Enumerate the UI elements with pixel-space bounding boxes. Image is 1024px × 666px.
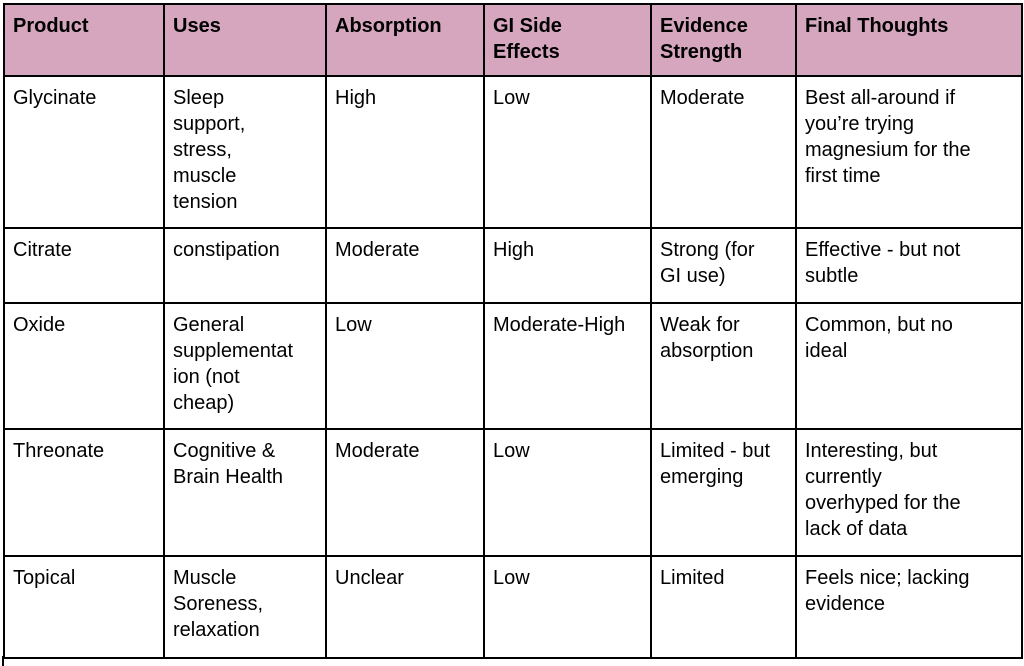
cell-absorption[interactable]: Unclear bbox=[325, 555, 485, 659]
cell-evidence-strength[interactable]: Weak for absorption bbox=[650, 302, 797, 430]
column-header-final-thoughts[interactable]: Final Thoughts bbox=[795, 3, 1023, 77]
cell-gi-side-effects[interactable]: Moderate-High bbox=[483, 302, 652, 430]
table-row-oxide: Oxide General supplementat ion (not chea… bbox=[3, 302, 1023, 430]
header-row: Product Uses Absorption GI Side Effects … bbox=[3, 3, 1023, 77]
cell-gi-side-effects[interactable]: Low bbox=[483, 75, 652, 229]
column-header-absorption[interactable]: Absorption bbox=[325, 3, 485, 77]
cell-evidence-strength[interactable]: Limited bbox=[650, 555, 797, 659]
table-row-citrate: Citrate constipation Moderate High Stron… bbox=[3, 227, 1023, 304]
column-header-product[interactable]: Product bbox=[3, 3, 165, 77]
cell-absorption[interactable]: High bbox=[325, 75, 485, 229]
cell-product[interactable]: Oxide bbox=[3, 302, 165, 430]
cell-product[interactable]: Topical bbox=[3, 555, 165, 659]
cell-absorption[interactable]: Moderate bbox=[325, 227, 485, 304]
cell-product[interactable]: Threonate bbox=[3, 428, 165, 557]
column-header-evidence-strength[interactable]: Evidence Strength bbox=[650, 3, 797, 77]
cell-final-thoughts[interactable]: Feels nice; lacking evidence bbox=[795, 555, 1023, 659]
cell-uses[interactable]: constipation bbox=[163, 227, 327, 304]
cell-product[interactable]: Glycinate bbox=[3, 75, 165, 229]
column-header-gi-side-effects[interactable]: GI Side Effects bbox=[483, 3, 652, 77]
cell-final-thoughts[interactable]: Best all-around if you’re trying magnesi… bbox=[795, 75, 1023, 229]
cell-final-thoughts[interactable]: Common, but no ideal bbox=[795, 302, 1023, 430]
cell-absorption[interactable]: Moderate bbox=[325, 428, 485, 557]
table-row-glycinate: Glycinate Sleep support, stress, muscle … bbox=[3, 75, 1023, 229]
cell-absorption[interactable]: Low bbox=[325, 302, 485, 430]
cell-final-thoughts[interactable]: Effective - but not subtle bbox=[795, 227, 1023, 304]
cell-uses[interactable]: Cognitive & Brain Health bbox=[163, 428, 327, 557]
cell-uses[interactable]: Muscle Soreness, relaxation bbox=[163, 555, 327, 659]
column-header-uses[interactable]: Uses bbox=[163, 3, 327, 77]
cell-uses[interactable]: General supplementat ion (not cheap) bbox=[163, 302, 327, 430]
cell-evidence-strength[interactable]: Moderate bbox=[650, 75, 797, 229]
cell-gi-side-effects[interactable]: Low bbox=[483, 428, 652, 557]
text-cursor bbox=[2, 656, 4, 666]
cell-evidence-strength[interactable]: Strong (for GI use) bbox=[650, 227, 797, 304]
cell-evidence-strength[interactable]: Limited - but emerging bbox=[650, 428, 797, 557]
table-row-threonate: Threonate Cognitive & Brain Health Moder… bbox=[3, 428, 1023, 557]
cell-uses[interactable]: Sleep support, stress, muscle tension bbox=[163, 75, 327, 229]
cell-product[interactable]: Citrate bbox=[3, 227, 165, 304]
cell-gi-side-effects[interactable]: Low bbox=[483, 555, 652, 659]
cell-final-thoughts[interactable]: Interesting, but currently overhyped for… bbox=[795, 428, 1023, 557]
magnesium-comparison-table: Product Uses Absorption GI Side Effects … bbox=[3, 3, 1023, 659]
cell-gi-side-effects[interactable]: High bbox=[483, 227, 652, 304]
table-row-topical: Topical Muscle Soreness, relaxation Uncl… bbox=[3, 555, 1023, 659]
